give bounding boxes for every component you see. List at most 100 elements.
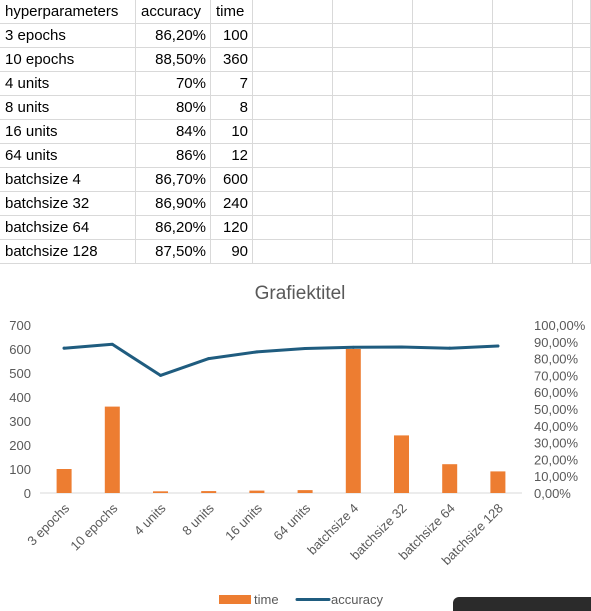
table-cell[interactable]: 600 bbox=[211, 168, 253, 192]
table-cell[interactable]: 86,90% bbox=[136, 192, 211, 216]
table-cell[interactable]: 88,50% bbox=[136, 48, 211, 72]
empty-cell[interactable] bbox=[413, 120, 493, 144]
table-cell[interactable]: 100 bbox=[211, 24, 253, 48]
empty-cell[interactable] bbox=[573, 144, 591, 168]
empty-cell[interactable] bbox=[253, 24, 333, 48]
table-cell[interactable]: 10 bbox=[211, 120, 253, 144]
empty-cell[interactable] bbox=[493, 216, 573, 240]
table-cell[interactable]: batchsize 64 bbox=[0, 216, 136, 240]
left-tick-label: 100 bbox=[9, 462, 31, 477]
empty-cell[interactable] bbox=[413, 96, 493, 120]
empty-cell[interactable] bbox=[333, 96, 413, 120]
empty-cell[interactable] bbox=[333, 0, 413, 24]
empty-cell[interactable] bbox=[333, 144, 413, 168]
table-cell[interactable]: 360 bbox=[211, 48, 253, 72]
time-bar bbox=[104, 406, 120, 493]
empty-cell[interactable] bbox=[413, 0, 493, 24]
empty-cell[interactable] bbox=[573, 96, 591, 120]
empty-cell[interactable] bbox=[333, 216, 413, 240]
table-cell[interactable]: 80% bbox=[136, 96, 211, 120]
empty-cell[interactable] bbox=[573, 72, 591, 96]
table-cell[interactable]: 10 epochs bbox=[0, 48, 136, 72]
empty-cell[interactable] bbox=[413, 192, 493, 216]
empty-cell[interactable] bbox=[493, 48, 573, 72]
empty-cell[interactable] bbox=[253, 144, 333, 168]
table-cell[interactable]: 90 bbox=[211, 240, 253, 264]
table-cell[interactable]: 16 units bbox=[0, 120, 136, 144]
right-tick-label: 80,00% bbox=[534, 352, 579, 367]
empty-cell[interactable] bbox=[493, 0, 573, 24]
category-label: 8 units bbox=[179, 500, 217, 538]
empty-cell[interactable] bbox=[573, 24, 591, 48]
empty-cell[interactable] bbox=[253, 0, 333, 24]
empty-cell[interactable] bbox=[253, 240, 333, 264]
empty-cell[interactable] bbox=[573, 216, 591, 240]
empty-cell[interactable] bbox=[493, 24, 573, 48]
empty-cell[interactable] bbox=[573, 240, 591, 264]
empty-cell[interactable] bbox=[413, 216, 493, 240]
right-tick-label: 100,00% bbox=[534, 318, 586, 333]
empty-cell[interactable] bbox=[333, 168, 413, 192]
empty-cell[interactable] bbox=[333, 24, 413, 48]
header-cell[interactable]: accuracy bbox=[136, 0, 211, 24]
table-cell[interactable]: batchsize 128 bbox=[0, 240, 136, 264]
category-label: 3 epochs bbox=[24, 500, 72, 548]
right-tick-label: 0,00% bbox=[534, 486, 571, 501]
accuracy-point bbox=[400, 345, 403, 349]
empty-cell[interactable] bbox=[333, 192, 413, 216]
table-cell[interactable]: 240 bbox=[211, 192, 253, 216]
empty-cell[interactable] bbox=[333, 120, 413, 144]
empty-cell[interactable] bbox=[573, 120, 591, 144]
empty-cell[interactable] bbox=[493, 96, 573, 120]
empty-cell[interactable] bbox=[493, 240, 573, 264]
empty-cell[interactable] bbox=[573, 48, 591, 72]
table-cell[interactable]: 12 bbox=[211, 144, 253, 168]
table-cell[interactable]: 87,50% bbox=[136, 240, 211, 264]
empty-cell[interactable] bbox=[253, 72, 333, 96]
empty-cell[interactable] bbox=[413, 144, 493, 168]
empty-cell[interactable] bbox=[573, 168, 591, 192]
empty-cell[interactable] bbox=[413, 48, 493, 72]
header-cell[interactable]: time bbox=[211, 0, 253, 24]
empty-cell[interactable] bbox=[253, 192, 333, 216]
left-tick-label: 700 bbox=[9, 318, 31, 333]
empty-cell[interactable] bbox=[573, 0, 591, 24]
table-cell[interactable]: 86,70% bbox=[136, 168, 211, 192]
empty-cell[interactable] bbox=[253, 48, 333, 72]
table-cell[interactable]: 64 units bbox=[0, 144, 136, 168]
table-cell[interactable]: 84% bbox=[136, 120, 211, 144]
time-bar bbox=[345, 349, 361, 493]
combo-chart[interactable]: Grafiektitel 0 100 200 300 400 500 600 700 0,00… bbox=[0, 268, 591, 611]
empty-cell[interactable] bbox=[493, 144, 573, 168]
empty-cell[interactable] bbox=[253, 96, 333, 120]
empty-cell[interactable] bbox=[413, 240, 493, 264]
table-cell[interactable]: 70% bbox=[136, 72, 211, 96]
empty-cell[interactable] bbox=[253, 216, 333, 240]
table-cell[interactable]: 8 bbox=[211, 96, 253, 120]
empty-cell[interactable] bbox=[413, 72, 493, 96]
header-cell[interactable]: hyperparameters bbox=[0, 0, 136, 24]
time-bar bbox=[297, 490, 313, 493]
table-cell[interactable]: batchsize 32 bbox=[0, 192, 136, 216]
empty-cell[interactable] bbox=[493, 120, 573, 144]
empty-cell[interactable] bbox=[253, 168, 333, 192]
table-cell[interactable]: 3 epochs bbox=[0, 24, 136, 48]
table-cell[interactable]: 7 bbox=[211, 72, 253, 96]
empty-cell[interactable] bbox=[413, 168, 493, 192]
table-cell[interactable]: 86,20% bbox=[136, 24, 211, 48]
table-cell[interactable]: batchsize 4 bbox=[0, 168, 136, 192]
empty-cell[interactable] bbox=[333, 48, 413, 72]
empty-cell[interactable] bbox=[253, 120, 333, 144]
table-cell[interactable]: 4 units bbox=[0, 72, 136, 96]
empty-cell[interactable] bbox=[493, 168, 573, 192]
empty-cell[interactable] bbox=[493, 192, 573, 216]
table-cell[interactable]: 8 units bbox=[0, 96, 136, 120]
table-cell[interactable]: 86,20% bbox=[136, 216, 211, 240]
table-cell[interactable]: 86% bbox=[136, 144, 211, 168]
empty-cell[interactable] bbox=[333, 72, 413, 96]
empty-cell[interactable] bbox=[333, 240, 413, 264]
empty-cell[interactable] bbox=[493, 72, 573, 96]
empty-cell[interactable] bbox=[573, 192, 591, 216]
table-cell[interactable]: 120 bbox=[211, 216, 253, 240]
empty-cell[interactable] bbox=[413, 24, 493, 48]
